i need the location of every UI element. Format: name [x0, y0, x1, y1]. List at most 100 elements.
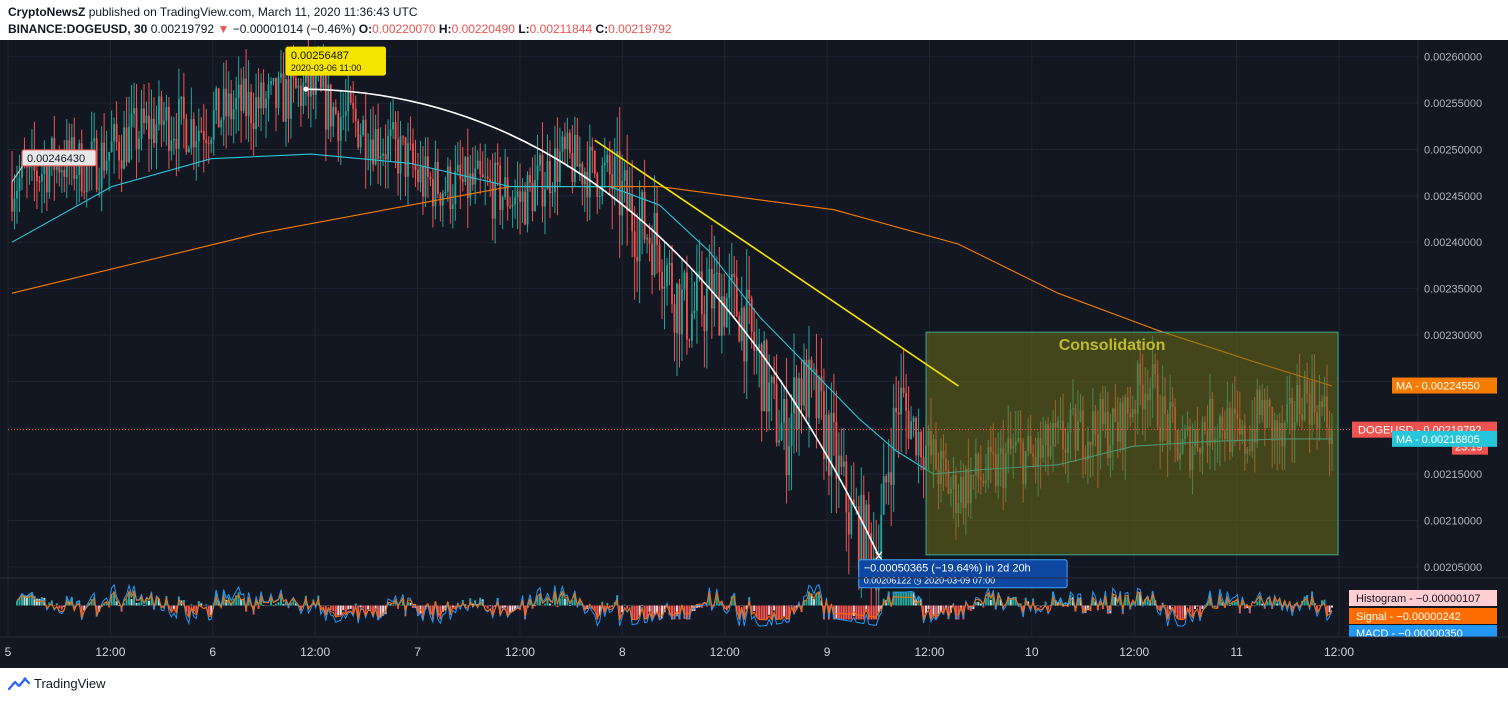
candle-body	[220, 120, 223, 128]
consolidation-label: Consolidation	[1059, 337, 1166, 354]
macd-histogram-bar	[745, 605, 748, 610]
candle-body	[536, 165, 539, 180]
macd-histogram-bar	[1064, 602, 1067, 606]
candle-body	[232, 109, 235, 120]
candle-body	[546, 160, 549, 190]
macd-histogram-bar	[237, 592, 240, 606]
macd-histogram-bar	[942, 605, 945, 615]
macd-histogram-bar	[1007, 596, 1010, 606]
macd-histogram-bar	[656, 605, 659, 613]
decline-curve[interactable]	[305, 88, 880, 557]
macd-histogram-bar	[715, 591, 718, 606]
macd-histogram-bar	[60, 605, 63, 610]
macd-histogram-bar	[1196, 605, 1199, 607]
time-tick-label: 6	[209, 645, 216, 659]
candle-body	[728, 279, 731, 298]
candle-body	[598, 196, 601, 198]
macd-histogram-bar	[409, 602, 412, 606]
candle-body	[11, 181, 13, 212]
candle-body	[773, 376, 776, 384]
macd-histogram-bar	[1014, 596, 1017, 606]
macd-histogram-bar	[464, 604, 467, 606]
candle-body	[783, 398, 785, 423]
macd-histogram-bar	[954, 605, 957, 620]
macd-histogram-bar	[389, 604, 392, 606]
macd-histogram-bar	[292, 598, 295, 606]
macd-histogram-bar	[1114, 596, 1117, 606]
macd-histogram-bar	[45, 605, 48, 607]
macd-histogram-bar	[83, 605, 86, 611]
candle-body	[862, 494, 865, 577]
macd-histogram-bar	[641, 605, 644, 607]
candle-body	[823, 391, 825, 460]
macd-histogram-bar	[275, 603, 277, 606]
macd-histogram-bar	[872, 605, 875, 620]
candle-body	[230, 93, 233, 120]
author-name[interactable]: CryptoNewsZ	[8, 5, 86, 19]
ma-cyan-tag[interactable]: MA - 0.00218805	[1392, 430, 1497, 447]
price-label-start[interactable]: 0.00246430	[21, 149, 97, 167]
macd-histogram-bar	[359, 605, 362, 608]
macd-histogram-bar	[1012, 597, 1015, 606]
candle-body	[805, 359, 808, 418]
macd-histogram-bar	[743, 605, 746, 620]
macd-histogram-bar	[880, 605, 883, 609]
candle-body	[693, 310, 696, 314]
time-tick-label: 10	[1025, 645, 1039, 659]
macd-histogram-bar	[661, 605, 664, 619]
tradingview-brand: TradingView	[34, 676, 106, 691]
candle-body	[820, 376, 823, 392]
price-tick-label: 0.00240000	[1424, 237, 1482, 249]
candle-body	[564, 136, 566, 149]
candle-body	[738, 316, 741, 342]
macd-histogram-bar	[651, 605, 654, 620]
candle-body	[135, 108, 138, 149]
candle-body	[168, 106, 170, 151]
candle-body	[354, 108, 357, 121]
candle-body	[892, 407, 895, 485]
price-tick-label: 0.00250000	[1424, 144, 1482, 156]
candle-body	[646, 237, 648, 240]
candle-body	[187, 148, 190, 153]
tradingview-logo[interactable]: TradingView	[8, 676, 106, 691]
candle-body	[143, 108, 145, 124]
macd-histogram-bar	[763, 605, 766, 620]
candle-body	[852, 499, 855, 507]
macd-histogram-bar	[322, 605, 325, 606]
candle-body	[529, 174, 531, 183]
macd-histogram-bar	[1226, 596, 1229, 606]
macd-histogram-bar	[573, 593, 576, 606]
price-tick-label: 0.00210000	[1424, 515, 1482, 527]
candle-body	[140, 108, 143, 139]
macd-histogram-bar	[546, 598, 549, 606]
candle-body	[748, 289, 751, 299]
chart-area[interactable]: Consolidation 0.00246430 0.00256487 2020-03…	[0, 40, 1508, 668]
candle-body	[165, 106, 168, 121]
measure-label[interactable]: −0.00050365 (−19.64%) in 2d 20h0.0020612…	[858, 559, 1068, 589]
chart-canvas[interactable]: Consolidation 0.00246430 0.002564872020-03…	[0, 40, 1508, 668]
macd-histogram-bar	[1039, 605, 1042, 608]
histogram-tag[interactable]: Histogram - −0.00000107	[1349, 590, 1497, 606]
ma-orange-tag[interactable]: MA - 0.00224550	[1392, 377, 1497, 394]
candle-body	[681, 289, 683, 335]
macd-histogram-bar	[337, 605, 340, 616]
candle-body	[150, 118, 153, 139]
consolidation-box[interactable]	[925, 331, 1339, 556]
close-label: C:	[595, 22, 609, 36]
yellow-trendline[interactable]	[594, 139, 959, 387]
macd-histogram-bar	[730, 596, 733, 606]
macd-histogram-bar	[125, 599, 128, 606]
macd-histogram-bar	[451, 605, 454, 608]
macd-histogram-bar	[964, 605, 967, 606]
symbol-label[interactable]: BINANCE:DOGEUSD, 30	[8, 22, 148, 36]
macd-histogram-bar	[399, 604, 402, 606]
macd-histogram-bar	[1194, 605, 1197, 609]
macd-histogram-bar	[362, 605, 365, 609]
signal-tag[interactable]: Signal - −0.00000242	[1349, 608, 1497, 624]
candle-body	[422, 166, 424, 197]
candle-body	[125, 127, 128, 163]
macd-histogram-bar	[1199, 605, 1201, 618]
candle-body	[427, 156, 429, 177]
candle-body	[123, 127, 125, 169]
